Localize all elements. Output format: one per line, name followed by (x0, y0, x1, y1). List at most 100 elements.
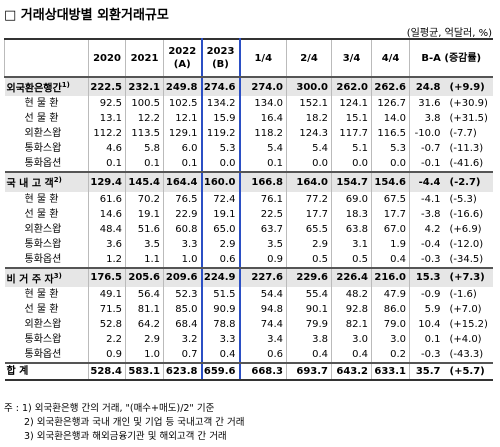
cell: 10.4 (409, 316, 444, 332)
cell: (-16.6) (449, 208, 484, 220)
cell: 19.1 (200, 206, 241, 222)
table-row: 외환스왑 52.8 64.2 68.4 78.8 74.4 79.9 82.1 79.0 10.4… (5, 316, 493, 332)
table-row: 통화옵션 0.9 1.0 0.7 0.4 0.6 0.4 0.4 0.2 -0.3 (-43.3) (5, 346, 493, 363)
column-title: 2023 (206, 46, 235, 57)
cell: 209.6 (163, 266, 202, 287)
table-row: 외환스왑 112.2 113.5 129.1 119.2 118.2 124.3 117.7 1… (5, 126, 493, 142)
table-row: 선 물 환 13.1 12.2 12.1 15.9 16.4 18.2 15.1 14.0 3.8… (5, 111, 493, 127)
row-label: 외환스왑 (5, 317, 89, 332)
cell: (+7.0) (449, 303, 482, 315)
cell: 116.5 (371, 126, 410, 142)
cell: (+4.0) (449, 333, 482, 345)
table-row: 현 물 환 61.6 70.2 76.5 72.4 76.1 77.2 69.0 67.5 -4.… (5, 191, 493, 207)
row-label-text: 선 물 환 (24, 208, 59, 220)
column-header: B-A (증감률) (408, 39, 493, 78)
title: □ 거래상대방별 외환거래규모 (4, 8, 169, 23)
column-header: 2020 (88, 39, 126, 78)
cell: 52.8 (88, 316, 126, 332)
table-row: 합 계 528.4 583.1 623.8 659.6 668.3 693.7 643.2 63… (4, 361, 493, 381)
column-sub: (A) (173, 59, 191, 70)
cell: 0.1 (163, 156, 202, 173)
row-label-text: 합 계 (6, 365, 29, 377)
footnote-ref: 3) (53, 271, 62, 280)
cell: 226.4 (331, 266, 372, 287)
row-label: 통화옵션 (5, 347, 89, 363)
row-label-text: 통화스왑 (24, 238, 62, 250)
cell: 176.5 (88, 266, 126, 287)
cell: 0.1 (239, 156, 287, 173)
cell: (-2.7) (443, 171, 493, 192)
cell: 274.6 (200, 75, 241, 97)
column-title: 3/4 (342, 52, 361, 64)
cell: 166.8 (239, 171, 287, 192)
row-label-text: 외환스왑 (24, 128, 62, 140)
cell: (+7.3) (443, 266, 493, 287)
table-row: 통화옵션 1.2 1.1 1.0 0.6 0.9 0.5 0.5 0.4 -0.3 (-34.5) (5, 251, 493, 268)
table-row: 외국환은행간1) 222.5 232.1 249.8 274.6 274.0 300.0 26… (4, 75, 493, 97)
cell: 0.9 (239, 251, 287, 268)
cell: 48.2 (331, 286, 372, 302)
cell: 2.9 (200, 236, 241, 252)
row-label-text: 외환스왑 (24, 223, 62, 235)
cell: -10.0 (409, 126, 444, 142)
cell: -0.4 (409, 236, 444, 252)
cell: 3.8 (409, 111, 444, 127)
cell: 92.8 (331, 301, 372, 317)
cell: -0.9 (409, 286, 444, 302)
table-body: 외국환은행간1) 222.5 232.1 249.8 274.6 274.0 300.0 26… (4, 75, 493, 381)
cell: 222.5 (88, 75, 126, 97)
cell: 17.7 (286, 206, 332, 222)
table-row: 현 물 환 49.1 56.4 52.3 51.5 54.4 55.4 48.2 47.9 -0.… (5, 286, 493, 302)
cell: 90.9 (200, 301, 241, 317)
column-header: 2023 (B) (200, 39, 241, 78)
cell: -4.1 (409, 191, 444, 207)
cell: (-11.3) (449, 143, 484, 155)
cell: 659.6 (200, 361, 241, 381)
cell: (+15.2) (449, 318, 488, 330)
table-row: 통화스왑 3.6 3.5 3.3 2.9 3.5 2.9 3.1 1.9 -0.4 (-12.0) (5, 236, 493, 252)
cell: 0.0 (200, 156, 241, 173)
cell: 60.8 (163, 221, 202, 237)
cell: 227.6 (239, 266, 287, 287)
cell: 63.7 (239, 221, 287, 237)
cell: 134.0 (239, 96, 287, 112)
row-label-text: 현 물 환 (24, 98, 59, 110)
cell: 3.8 (286, 331, 332, 347)
cell: 0.1 (125, 156, 164, 173)
cell: 0.0 (371, 156, 410, 173)
column-title: 2020 (93, 52, 121, 64)
header-row: 2020 2021 2022 (A) 2023 (B) 1/4 2/4 3/4 4/4 B-A (증… (4, 39, 493, 78)
cell: 5.4 (286, 141, 332, 157)
cell: 262.6 (371, 75, 410, 97)
cell: 100.5 (125, 96, 164, 112)
column-title: 2021 (130, 52, 159, 64)
row-label: 비 거 주 자3) (4, 266, 89, 287)
cell: 3.0 (331, 331, 372, 347)
column-header: 4/4 (371, 39, 410, 78)
cell: (+6.9) (449, 223, 482, 235)
row-label: 통화스왑 (5, 141, 89, 156)
cell: 14.6 (88, 206, 126, 222)
cell: 18.3 (331, 206, 372, 222)
cell: 67.5 (371, 191, 410, 207)
cell: -0.7 (409, 141, 444, 157)
cell: 126.7 (371, 96, 410, 112)
cell: (+5.7) (443, 361, 493, 381)
table-row: 통화스왑 4.6 5.8 6.0 5.3 5.4 5.4 5.1 5.3 -0.7 (-11.3) (5, 141, 493, 157)
row-label-text: 현 물 환 (24, 193, 59, 205)
cell: 49.1 (88, 286, 126, 302)
cell: 164.4 (163, 171, 202, 192)
cell: 117.7 (331, 126, 372, 142)
unit: (일평균, 억달러, %) (406, 28, 492, 39)
column-header: 2022 (A) (163, 39, 202, 78)
row-label: 국 내 고 객2) (4, 171, 89, 192)
cell: 0.6 (200, 251, 241, 268)
column-title: 4/4 (381, 52, 400, 64)
table: 2020 2021 2022 (A) 2023 (B) 1/4 2/4 3/4 4/4 B-A (증… (4, 38, 493, 381)
cell: 90.1 (286, 301, 332, 317)
row-label-text: 선 물 환 (24, 303, 59, 315)
cell: 164.0 (286, 171, 332, 192)
cell: 5.4 (239, 141, 287, 157)
cell: 4.6 (88, 141, 126, 157)
